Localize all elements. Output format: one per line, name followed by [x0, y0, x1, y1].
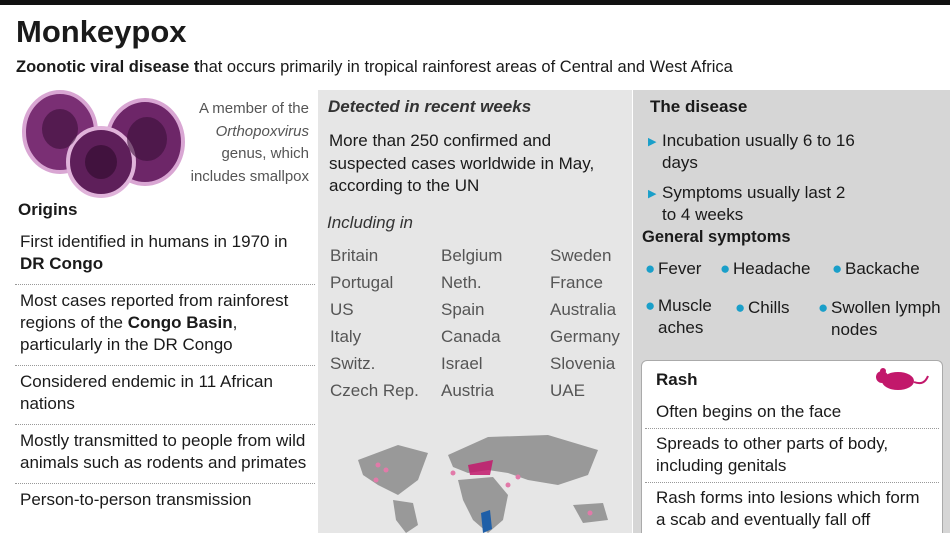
subtitle: Zoonotic viral disease that occurs prima…	[16, 58, 733, 77]
caption-line: A member of the	[198, 100, 309, 117]
origin-text: Congo Basin	[127, 313, 233, 332]
subtitle-part: Zoonotic viral disease t	[16, 58, 200, 76]
symptom-text: Chills	[748, 298, 790, 317]
origin-text: DR Congo	[20, 254, 104, 273]
origin-item: Most cases reported from rainforest regi…	[15, 284, 315, 365]
origin-text: Considered endemic in 11 African nations	[20, 372, 273, 413]
rash-item: Spreads to other parts of body, includin…	[645, 428, 939, 482]
country: US	[330, 300, 354, 319]
symptom: ● Backache	[832, 258, 942, 280]
symptom: ● Chills	[735, 297, 815, 319]
middle-text: More than 250 confirmed and suspected ca…	[329, 131, 595, 195]
symptoms-heading: General symptoms	[642, 228, 791, 246]
bullet-arrow: ▶	[648, 188, 657, 200]
symptom-text: Muscle aches	[658, 296, 712, 337]
country: Switz.	[330, 354, 376, 373]
top-bar	[0, 0, 950, 5]
country: Spain	[441, 300, 485, 319]
country: Britain	[330, 246, 379, 265]
symptom-text: Fever	[658, 259, 702, 278]
symptom-text: Headache	[733, 259, 811, 278]
bullet-text: Incubation usually 6 to 16 days	[662, 131, 855, 172]
origins-list: First identified in humans in 1970 in DR…	[15, 226, 315, 520]
country: France	[550, 273, 603, 292]
symptom-dot: ●	[832, 259, 843, 278]
title: Monkeypox	[16, 14, 187, 49]
middle-heading: Detected in recent weeks	[328, 97, 532, 116]
country: Slovenia	[550, 354, 616, 373]
symptom: ● Muscle aches	[645, 295, 725, 339]
bullet-item: ▶ Symptoms usually last 2 to 4 weeks	[648, 182, 938, 226]
rash-item: Often begins on the face	[656, 402, 842, 421]
caption-line: includes smallpox	[190, 167, 309, 185]
subtitle-part: hat occurs primarily in tropical rainfor…	[199, 58, 733, 76]
virus-image	[22, 90, 185, 198]
image-caption: A member of the Orthopoxvirus genus, which…	[160, 98, 309, 188]
country: Sweden	[550, 246, 612, 265]
symptom-text: Swollen lymph nodes	[831, 298, 941, 339]
origin-item: Mostly transmitted to people from wild a…	[15, 424, 315, 483]
origin-text: , particularly in the DR Congo	[20, 313, 238, 354]
caption-line: Orthopoxvirus	[215, 122, 309, 140]
rash-item: Rash forms into lesions which form a sca…	[645, 482, 939, 533]
bullet-arrow: ▶	[648, 136, 657, 148]
origin-text: Mostly transmitted to people from wild a…	[20, 431, 307, 472]
country: Australia	[550, 300, 617, 319]
including-heading: Including in	[327, 213, 414, 232]
disease-bullets: ▶ Incubation usually 6 to 16 days ▶ Symptom…	[648, 130, 938, 234]
symptom-dot: ●	[645, 259, 656, 278]
country: Czech Rep.	[330, 381, 419, 400]
rash-list: Often begins on the face Spreads to other…	[645, 400, 939, 533]
country: UAE	[550, 381, 585, 400]
symptom-dot: ●	[735, 298, 746, 317]
origin-text: Person-to-person transmission	[20, 490, 252, 509]
country: Belgium	[441, 246, 503, 265]
origin-text: Most cases reported from rainforest regi…	[20, 291, 289, 332]
symptom: ● Fever	[645, 258, 725, 280]
country: Portugal	[330, 273, 394, 292]
origin-item: Person-to-person transmission	[15, 483, 315, 520]
country: Germany	[550, 327, 620, 346]
origin-item: Considered endemic in 11 African nations	[15, 365, 315, 424]
rash-heading: Rash	[656, 370, 698, 389]
symptom-dot: ●	[720, 259, 731, 278]
country: Israel	[441, 354, 483, 373]
caption-line: genus, which	[221, 145, 309, 162]
origin-item: First identified in humans in 1970 in DR…	[15, 226, 315, 284]
bullet-item: ▶ Incubation usually 6 to 16 days	[648, 130, 938, 174]
symptom-text: Backache	[845, 259, 920, 278]
origin-text: First identified in humans in 1970 in	[20, 232, 288, 251]
disease-heading: The disease	[650, 97, 748, 116]
country: Neth.	[441, 273, 482, 292]
world-map	[358, 435, 608, 533]
bullet-text: Symptoms usually last 2 to 4 weeks	[662, 183, 846, 224]
symptom-dot: ●	[645, 296, 656, 315]
country: Canada	[441, 327, 501, 346]
symptom-dot: ●	[818, 298, 829, 317]
origins-heading: Origins	[18, 200, 78, 219]
rodent-icon	[876, 368, 929, 390]
country: Italy	[330, 327, 362, 346]
symptom: ● Swollen lymph nodes	[818, 297, 943, 341]
country: Austria	[441, 381, 494, 400]
symptom: ● Headache	[720, 258, 830, 280]
